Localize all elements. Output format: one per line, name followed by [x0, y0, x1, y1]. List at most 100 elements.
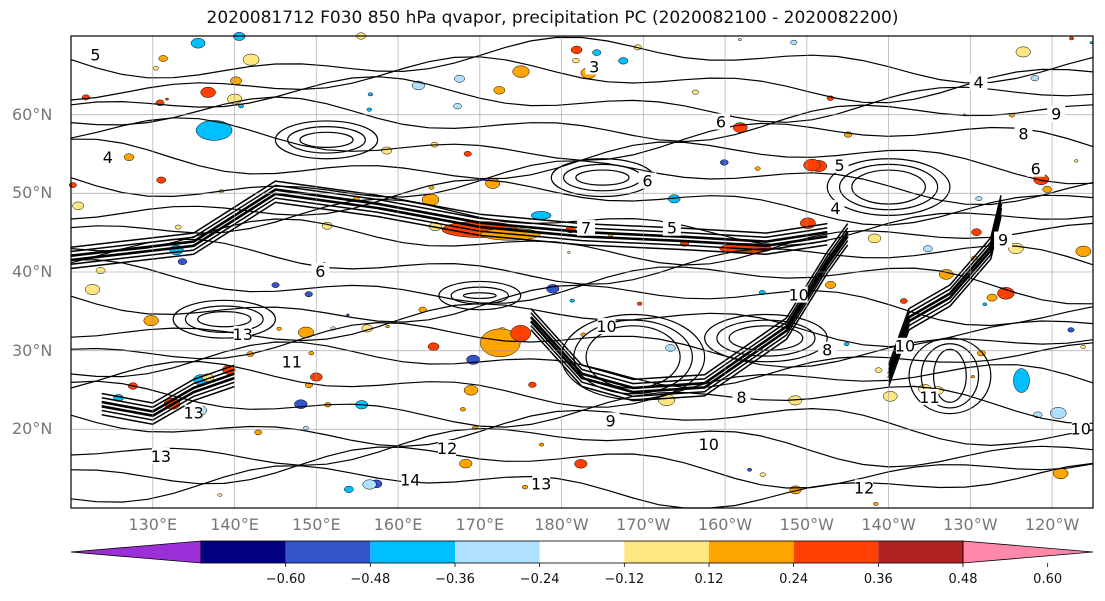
contour-label-bg — [969, 74, 988, 91]
lon-tick-label: 130°W — [943, 515, 998, 534]
lon-tick-label: 140°W — [861, 515, 916, 534]
precip-patch — [254, 429, 262, 436]
contour-label: 13 — [531, 474, 551, 493]
contour-label: 13 — [183, 404, 203, 423]
precip-patch — [618, 57, 629, 65]
contour-line — [70, 96, 1094, 143]
contour-line — [70, 75, 1094, 123]
precip-patch — [174, 224, 182, 230]
precip-patch — [230, 76, 242, 85]
precip-patch — [986, 293, 998, 302]
contour-label: 4 — [830, 199, 840, 218]
precip-patch — [190, 37, 206, 49]
contour-label: 4 — [103, 148, 113, 167]
contour-label-bg — [86, 46, 105, 63]
contour-line — [70, 36, 1094, 84]
contour-label-bg — [438, 440, 457, 456]
colorbar-tick-label: −0.60 — [265, 572, 306, 587]
contour-loop — [585, 325, 681, 389]
precip-patch — [344, 485, 354, 493]
precip-patch — [754, 166, 761, 171]
precip-patch — [84, 284, 101, 295]
contour-label-bg — [577, 219, 596, 236]
contour-label: 5 — [834, 156, 844, 175]
lat-tick-label: 30°N — [12, 340, 53, 360]
contour-label: 5 — [667, 219, 677, 238]
precip-patch — [195, 120, 233, 141]
precip-patch — [123, 153, 135, 161]
contour-label-bg — [233, 325, 252, 342]
contour-loop — [920, 343, 980, 409]
contour-label: 13 — [233, 325, 253, 344]
lon-tick-label: 130°E — [128, 515, 178, 534]
contour-loop — [716, 319, 816, 357]
precip-patch — [200, 86, 216, 98]
precip-patch — [427, 342, 440, 351]
contour-label-bg — [895, 337, 914, 354]
precip-patch — [463, 151, 472, 157]
precip-patch — [637, 301, 643, 306]
precip-patch — [1013, 368, 1030, 393]
gridlines — [71, 36, 1093, 508]
precip-patch — [691, 89, 699, 95]
contour-line — [70, 360, 1094, 408]
precip-patch — [1074, 159, 1079, 163]
contour-label-bg — [732, 388, 751, 405]
contour-label-bg — [638, 172, 657, 189]
precip-patch — [385, 324, 390, 329]
colorbar-tick-label: 0.48 — [948, 572, 978, 587]
precip-patch — [521, 484, 529, 490]
precip-patch — [308, 351, 315, 356]
contour-loop — [563, 163, 642, 192]
contour-label-bg — [311, 263, 330, 279]
contour-label-bg — [184, 404, 203, 421]
precip-patch — [512, 65, 530, 78]
contour-line — [70, 56, 1094, 104]
contour-loop — [728, 325, 804, 351]
precip-patch — [1069, 36, 1074, 41]
contour-label-bg — [597, 318, 616, 335]
contour-label-bg — [1071, 420, 1090, 437]
colorbar-bin — [201, 541, 286, 563]
precip-patch — [459, 407, 466, 412]
precip-patch — [574, 459, 588, 469]
contour-line — [70, 238, 1094, 285]
precip-patch — [453, 103, 462, 110]
contour-line — [101, 372, 235, 413]
contour-label: 7 — [581, 219, 591, 238]
precip-patch — [867, 233, 882, 244]
precip-patch — [463, 385, 479, 396]
precip-patch — [1067, 327, 1075, 333]
contour-line — [887, 195, 1002, 366]
precip-patch — [1015, 46, 1031, 58]
lon-tick-label: 170°E — [455, 515, 505, 534]
lon-tick-label: 150°W — [779, 515, 834, 534]
lon-tick-label: 150°E — [291, 515, 341, 534]
contour-label-bg — [1047, 105, 1066, 122]
precip-patch — [152, 66, 159, 71]
precip-patch — [493, 86, 506, 95]
lon-tick-label: 160°E — [373, 515, 423, 534]
precip-patch — [366, 107, 373, 112]
plot-frame — [70, 35, 1094, 509]
contour-loop — [184, 305, 264, 334]
contour-label-bg — [401, 471, 420, 488]
precip-patch — [1049, 407, 1067, 419]
precip-patch — [747, 468, 753, 472]
precip-patch — [242, 53, 260, 66]
precip-patch — [304, 291, 313, 298]
precip-patch — [217, 493, 223, 497]
contour-label-bg — [818, 341, 837, 358]
contour-line — [101, 376, 235, 417]
precip-patch — [367, 92, 373, 97]
contour-loop — [704, 313, 828, 363]
contour-label: 10 — [1071, 419, 1091, 438]
precip-patch — [790, 39, 798, 45]
contour-label: 14 — [400, 470, 420, 489]
contour-label-bg — [282, 353, 301, 370]
contour-loop — [197, 311, 252, 328]
colorbar-tick-label: 0.60 — [1033, 572, 1063, 587]
contour-label: 12 — [854, 478, 874, 497]
precip-patch — [156, 176, 166, 184]
contour-label-bg — [994, 231, 1013, 248]
